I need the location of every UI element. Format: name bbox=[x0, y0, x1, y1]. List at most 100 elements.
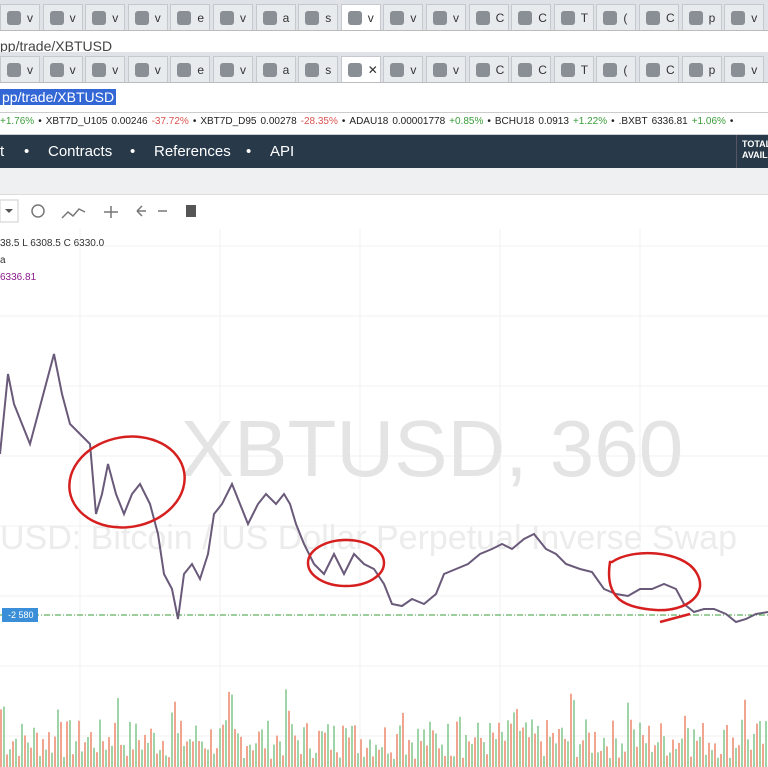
tab[interactable]: ( bbox=[596, 4, 637, 30]
volume-bar bbox=[672, 739, 674, 767]
tab[interactable]: v bbox=[426, 4, 466, 30]
tab[interactable]: C bbox=[639, 4, 679, 30]
tab[interactable]: v bbox=[0, 4, 40, 30]
volume-bar bbox=[555, 743, 557, 767]
chart: 38.5 L 6308.5 C 6330.0 a 6336.81 XBTUSD,… bbox=[0, 199, 768, 767]
nav-link[interactable]: t bbox=[0, 143, 5, 160]
tab[interactable]: s bbox=[298, 56, 339, 82]
tab[interactable]: v bbox=[0, 56, 40, 82]
volume-bar bbox=[702, 722, 704, 767]
tab-icon bbox=[518, 63, 533, 77]
volume-bar bbox=[510, 723, 512, 767]
volume-bar bbox=[699, 736, 701, 767]
tab-icon bbox=[347, 63, 362, 77]
volume-bar bbox=[177, 733, 179, 767]
nav-link[interactable]: Contracts bbox=[48, 143, 113, 160]
volume-bar bbox=[30, 747, 32, 767]
volume-bar bbox=[438, 748, 440, 767]
volume-bar bbox=[0, 709, 2, 767]
tab-icon bbox=[603, 63, 618, 77]
volume-bar bbox=[501, 731, 503, 767]
volume-bar bbox=[675, 748, 677, 767]
nav-bar: TOTAL AVAIL t Contracts • References • API • bbox=[0, 135, 768, 172]
tab[interactable]: v bbox=[213, 56, 253, 82]
tab-icon bbox=[305, 63, 320, 77]
volume-bar bbox=[432, 730, 434, 767]
tab[interactable]: ✕ bbox=[340, 56, 381, 82]
ticker-sep: • bbox=[729, 116, 734, 127]
nav-link[interactable]: API bbox=[270, 143, 295, 160]
tab[interactable]: v bbox=[42, 56, 83, 82]
tab-icon bbox=[177, 63, 192, 77]
tab-icon bbox=[560, 11, 575, 25]
volume-bar bbox=[423, 729, 425, 767]
volume-bar bbox=[528, 737, 530, 767]
volume-bar bbox=[81, 751, 83, 767]
tab[interactable]: e bbox=[170, 4, 211, 30]
volume-bar bbox=[129, 721, 131, 767]
tab[interactable]: v bbox=[724, 4, 765, 30]
tab[interactable]: p bbox=[681, 56, 722, 82]
volume-bar bbox=[27, 742, 29, 767]
volume-bar bbox=[705, 754, 707, 767]
tab[interactable]: v bbox=[127, 56, 168, 82]
volume-bar bbox=[684, 715, 686, 767]
tab[interactable]: v bbox=[127, 4, 168, 30]
tab[interactable]: v bbox=[85, 4, 126, 30]
volume-bar bbox=[96, 752, 98, 767]
volume-bar bbox=[738, 745, 740, 767]
volume-bar bbox=[90, 732, 92, 767]
price-label: -2 580 bbox=[8, 610, 34, 620]
nav-link[interactable]: References bbox=[154, 143, 231, 160]
volume-bar bbox=[369, 739, 371, 767]
address-text[interactable]: pp/trade/XBTUSD bbox=[0, 89, 117, 105]
ticker-symbol: XBT7D_D95 bbox=[200, 116, 257, 127]
volume-bar bbox=[576, 756, 578, 767]
tab[interactable]: a bbox=[255, 56, 296, 82]
tab[interactable]: T bbox=[553, 4, 594, 30]
tab[interactable]: C bbox=[468, 4, 509, 30]
volume-bar bbox=[609, 758, 611, 767]
tab[interactable]: ( bbox=[596, 56, 637, 82]
annotation-circles bbox=[68, 435, 702, 624]
tab[interactable]: T bbox=[553, 56, 594, 82]
tab[interactable]: e bbox=[170, 56, 211, 82]
volume-bar bbox=[195, 725, 197, 767]
tab[interactable]: v bbox=[426, 56, 466, 82]
volume-bar bbox=[231, 694, 233, 767]
volume-bar bbox=[75, 741, 77, 767]
volume-bar bbox=[603, 737, 605, 767]
volume-bar bbox=[162, 740, 164, 767]
tab[interactable]: p bbox=[681, 4, 722, 30]
volume-bar bbox=[264, 748, 266, 767]
tab[interactable]: v bbox=[85, 56, 126, 82]
volume-bar bbox=[267, 720, 269, 767]
tab-icon bbox=[390, 11, 405, 25]
index-value: 6336.81 bbox=[0, 272, 37, 283]
tab[interactable]: s bbox=[298, 4, 339, 30]
tab[interactable]: C bbox=[511, 56, 552, 82]
tab[interactable]: v bbox=[340, 4, 381, 30]
tab[interactable]: v bbox=[42, 4, 83, 30]
tab[interactable]: C bbox=[639, 56, 679, 82]
ticker-price: 0.00278 bbox=[260, 116, 297, 127]
volume-bar bbox=[534, 733, 536, 767]
address-bar[interactable]: pp/trade/XBTUSD bbox=[0, 84, 768, 113]
tab[interactable]: v bbox=[213, 4, 253, 30]
volume-bar bbox=[624, 751, 626, 767]
tab-icon bbox=[518, 11, 533, 25]
volume-bar bbox=[123, 744, 125, 767]
volume-bar bbox=[657, 742, 659, 767]
tab[interactable]: v bbox=[724, 56, 765, 82]
volume-bar bbox=[60, 721, 62, 767]
tab-title: p bbox=[708, 11, 716, 25]
tab[interactable]: C bbox=[511, 4, 552, 30]
tab[interactable]: v bbox=[383, 56, 424, 82]
tab[interactable]: C bbox=[468, 56, 509, 82]
volume-bar bbox=[654, 745, 656, 767]
volume-bar bbox=[54, 736, 56, 767]
tab[interactable]: v bbox=[383, 4, 424, 30]
tab[interactable]: a bbox=[255, 4, 296, 30]
volume-bar bbox=[222, 724, 224, 767]
